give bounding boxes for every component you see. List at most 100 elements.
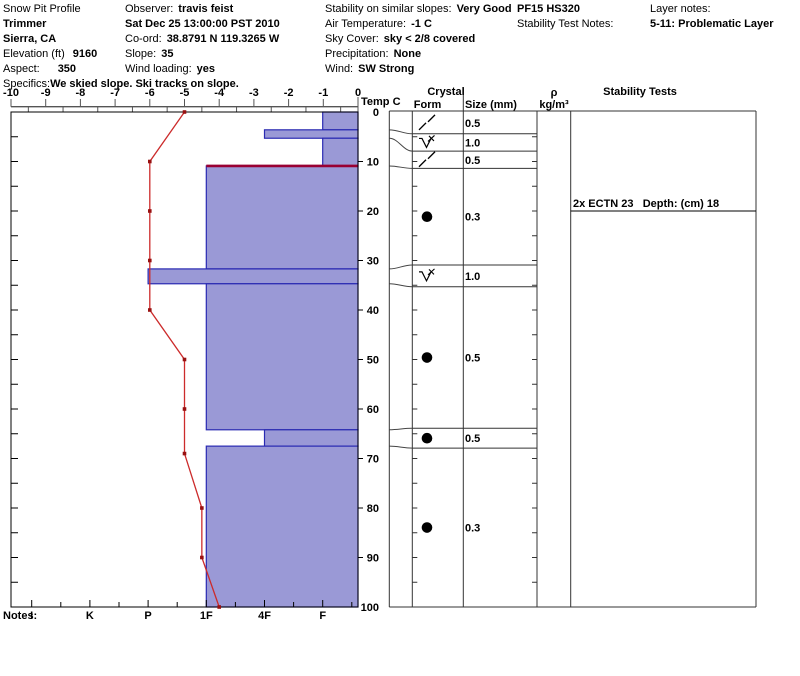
slope-value: 35 [161, 48, 174, 60]
coordinates-value: 38.8791 N 119.3265 W [166, 33, 280, 45]
hardness-bars [147, 111, 359, 608]
temp-point [182, 357, 187, 362]
specifics-value: We skied slope. Ski tracks on slope. [50, 78, 239, 90]
size-header: Size (mm) [465, 99, 517, 111]
wind-label: Wind: [325, 63, 354, 75]
svg-text:0.5: 0.5 [465, 433, 480, 445]
stability-tests-header: Stability Tests [603, 86, 677, 98]
svg-text:80: 80 [367, 503, 379, 515]
svg-text:0: 0 [355, 87, 361, 99]
notes-label: Notes: [3, 610, 38, 622]
layer-connectors [389, 129, 413, 449]
svg-text:-3: -3 [249, 87, 259, 99]
rounded-grain-icon [421, 211, 433, 222]
grain-size-values: 0.5 1.0 0.5 0.3 1.0 0.5 0.5 0.3 [465, 118, 480, 535]
wind-field: Wind: SW Strong [325, 63, 414, 75]
grain-form-symbols [418, 114, 436, 533]
temp-point [182, 451, 187, 456]
temp-point [148, 159, 152, 164]
layer-notes-value: 5-11: Problematic Layer [650, 18, 774, 30]
rounded-grain-icon [421, 432, 433, 444]
coordinates-field: Co-ord: 38.8791 N 119.3265 W [125, 33, 279, 45]
svg-text:I: I [30, 610, 33, 622]
svg-text:50: 50 [367, 355, 379, 367]
pit-region: Sierra, CA [3, 33, 57, 45]
density-header-symbol: ρ [550, 87, 558, 99]
svg-text:K: K [86, 610, 94, 622]
crystal-header: Crystal [427, 86, 465, 98]
precipitation-value: None [393, 48, 422, 60]
sky-cover-value: sky < 2/8 covered [383, 33, 476, 45]
stability-test-result: 2x ECTN 23 Depth: (cm) 18 [573, 198, 719, 210]
slope-label: Slope: [125, 48, 157, 60]
temp-point [217, 605, 221, 609]
layer-notes-label: Layer notes: [650, 3, 711, 15]
svg-text:0.5: 0.5 [465, 118, 480, 130]
stability-tests: 2x ECTN 23 Depth: (cm) 18 [570, 198, 756, 212]
elevation-field: Elevation (ft) 9160 [3, 48, 97, 60]
observer-value: travis feist [178, 3, 234, 15]
svg-text:90: 90 [367, 553, 379, 565]
svg-text:F: F [319, 610, 326, 622]
svg-text:-1: -1 [318, 87, 328, 99]
report-title: Snow Pit Profile [3, 3, 81, 15]
svg-text:-6: -6 [145, 87, 155, 99]
hardness-axis: I K P 1F 4F F [30, 600, 353, 622]
svg-text:30: 30 [367, 256, 379, 268]
temp-point [200, 555, 204, 560]
elevation-label: Elevation (ft) [3, 48, 65, 60]
pit-datetime: Sat Dec 25 13:00:00 PST 2010 [125, 18, 280, 30]
svg-text:40: 40 [367, 305, 379, 317]
coordinates-label: Co-ord: [125, 33, 162, 45]
svg-text:10: 10 [367, 157, 379, 169]
surface-hoar-icon [419, 135, 435, 149]
svg-text:0.5: 0.5 [465, 353, 480, 365]
wind-loading-label: Wind loading: [125, 63, 192, 75]
svg-text:0.5: 0.5 [465, 155, 480, 167]
precipitation-field: Precipitation: None [325, 48, 421, 60]
svg-text:20: 20 [367, 206, 379, 218]
svg-text:0.3: 0.3 [465, 212, 480, 224]
temp-point [200, 506, 204, 510]
air-temp-value: -1 C [411, 18, 432, 30]
slope-field: Slope: 35 [125, 48, 173, 60]
decomposing-fragments-icon [418, 151, 436, 168]
decomposing-fragments-icon [418, 114, 436, 131]
svg-text:-9: -9 [41, 87, 51, 99]
svg-text:-2: -2 [284, 87, 294, 99]
svg-text:60: 60 [367, 404, 379, 416]
temp-point [148, 258, 152, 263]
wind-loading-field: Wind loading: yes [125, 63, 215, 75]
pit-name: Trimmer [3, 18, 47, 30]
svg-text:100: 100 [361, 602, 379, 614]
specifics-field: Specifics:We skied slope. Ski tracks on … [3, 78, 239, 90]
precipitation-label: Precipitation: [325, 48, 389, 60]
temp-axis: -10 -9 -8 -7 -6 -5 -4 -3 -2 -1 0 [3, 87, 361, 112]
surface-hoar-icon [419, 268, 435, 283]
rounded-grain-icon [421, 352, 433, 363]
svg-text:-5: -5 [180, 87, 190, 99]
aspect-value: 350 [57, 63, 77, 75]
svg-text:P: P [144, 610, 151, 622]
sky-cover-field: Sky Cover: sky < 2/8 covered [325, 33, 475, 45]
stability-similar-value: Very Good [456, 3, 512, 15]
svg-text:1.0: 1.0 [465, 137, 480, 149]
stability-similar-field: Stability on similar slopes: Very Good [325, 3, 512, 15]
svg-text:0.3: 0.3 [465, 523, 480, 535]
svg-text:-8: -8 [76, 87, 86, 99]
rounded-grain-icon [421, 522, 433, 533]
specifics-label: Specifics: [3, 78, 51, 90]
temp-axis-label: Temp C [361, 96, 401, 108]
stability-test-notes-label: Stability Test Notes: [517, 18, 614, 30]
svg-text:1F: 1F [200, 610, 213, 622]
sky-cover-label: Sky Cover: [325, 33, 379, 45]
pit-code: PF15 HS320 [517, 3, 580, 15]
svg-text:0: 0 [373, 107, 379, 119]
svg-text:-7: -7 [110, 87, 120, 99]
temp-point [182, 407, 187, 411]
aspect-field: Aspect: 350 [3, 63, 76, 75]
svg-text:4F: 4F [258, 610, 271, 622]
air-temp-field: Air Temperature: -1 C [325, 18, 432, 30]
